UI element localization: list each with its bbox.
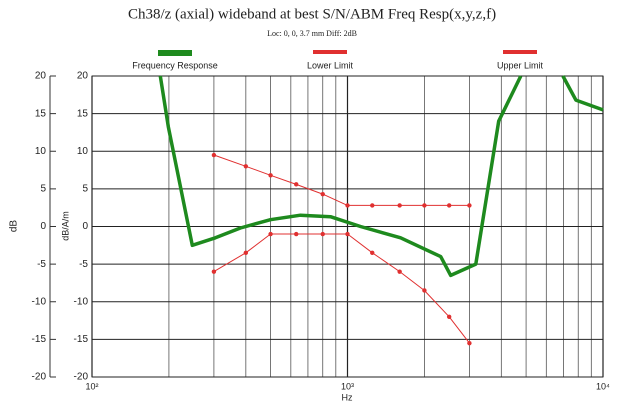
y2-tick-label: 10 — [77, 146, 89, 157]
y-tick-label: -15 — [32, 334, 47, 345]
legend-swatch — [158, 50, 192, 56]
legend-label: Upper Limit — [497, 60, 544, 70]
x-axis-label: Hz — [342, 392, 353, 402]
y-tick-label: 15 — [35, 108, 47, 119]
y2-tick-label: 20 — [77, 71, 89, 82]
data-point — [345, 231, 350, 237]
data-point — [211, 152, 217, 158]
x-tick-label: 10³ — [341, 381, 354, 391]
data-point — [243, 164, 249, 169]
y2-tick-label: -20 — [74, 372, 89, 383]
y2-tick-label: -5 — [79, 259, 88, 270]
y-axis-label: dB — [9, 220, 20, 233]
data-point — [422, 203, 427, 208]
data-point — [446, 203, 452, 208]
data-point — [370, 203, 375, 208]
y2-tick-label: 5 — [82, 184, 88, 195]
y2-tick-label: -10 — [74, 296, 89, 307]
y2-axis-label: dB/A/m — [60, 211, 70, 241]
x-tick-label: 10² — [85, 381, 98, 391]
chart-subtitle: Loc: 0, 0, 3.7 mm Diff: 2dB — [267, 29, 357, 38]
y2-tick-label: -15 — [74, 334, 89, 345]
y-tick-label: 10 — [35, 146, 47, 157]
y2-tick-label: 0 — [82, 221, 88, 232]
data-point — [320, 191, 325, 197]
data-point — [422, 288, 427, 293]
legend-label: Frequency Response — [132, 60, 218, 70]
data-point — [446, 314, 452, 319]
data-point — [294, 231, 299, 237]
y-tick-label: 5 — [40, 184, 46, 195]
data-point — [370, 250, 375, 256]
series-line — [158, 75, 604, 278]
data-point — [467, 203, 472, 208]
y2-tick-label: 15 — [77, 108, 89, 119]
legend-label: Lower Limit — [307, 60, 354, 70]
y-tick-label: 0 — [40, 221, 46, 232]
legend-swatch — [313, 50, 347, 54]
chart-title: Ch38/z (axial) wideband at best S/N/ABM … — [128, 6, 496, 22]
data-point — [243, 250, 249, 256]
data-point — [268, 231, 273, 237]
y-tick-label: -10 — [32, 296, 47, 307]
data-point — [397, 203, 402, 208]
y-tick-label: -20 — [32, 372, 47, 383]
data-point — [320, 231, 325, 237]
y-tick-label: 20 — [35, 71, 47, 82]
legend-swatch — [503, 50, 537, 54]
data-point — [211, 269, 217, 274]
y-tick-label: -5 — [37, 259, 46, 270]
data-point — [397, 269, 402, 274]
data-point — [294, 182, 299, 187]
data-point — [467, 340, 472, 346]
data-point — [268, 173, 273, 178]
x-tick-label: 10⁴ — [596, 381, 610, 391]
data-point — [345, 203, 350, 208]
